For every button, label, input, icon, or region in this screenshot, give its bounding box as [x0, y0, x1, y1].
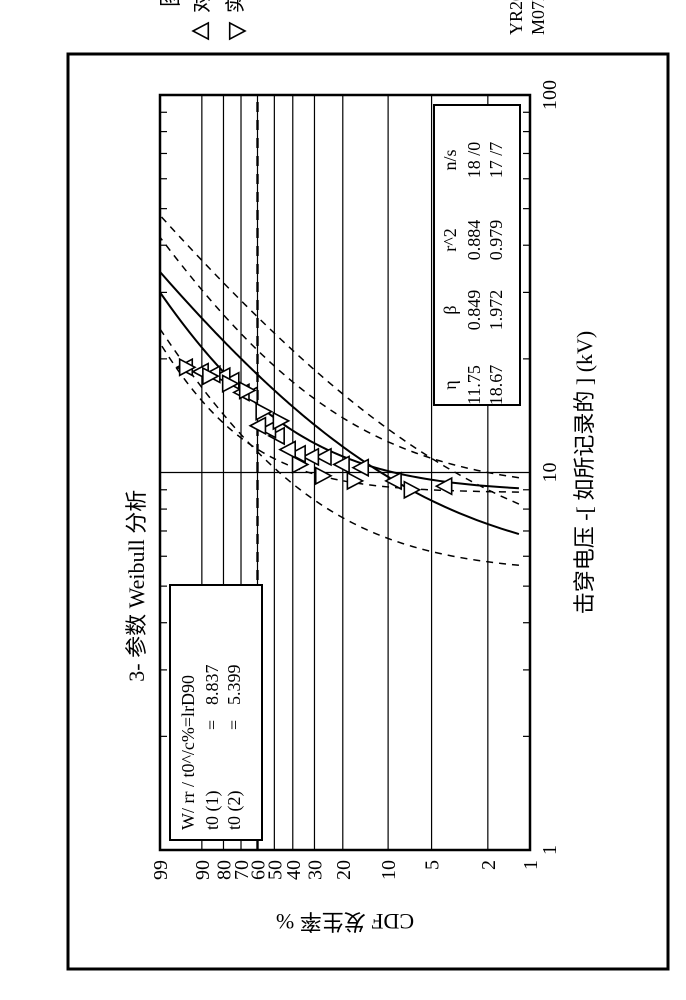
triangle-down-marker [230, 23, 245, 39]
stats-cell: 1.972 [486, 290, 506, 331]
stats-col-header: β [440, 305, 460, 314]
triangle-down-marker [256, 403, 271, 419]
kv-tick-label: 10 [539, 463, 561, 483]
triangle-down-marker [404, 482, 419, 498]
stats-col-header: r^2 [440, 228, 460, 251]
param-box-header: W/ rr / t0^/c%=lrD90 [178, 675, 198, 830]
param-row-eq: = [202, 720, 222, 730]
stats-col-header: n/s [440, 149, 460, 170]
param-row-name: t0 (2) [224, 791, 245, 831]
param-row-name: t0 (1) [202, 791, 223, 831]
kv-tick-label: 1 [539, 845, 561, 855]
triangle-up-marker [280, 441, 295, 457]
legend-item-label: 实施例 1+2 [224, 0, 247, 13]
cdf-axis-label: CDF 发生率 % [276, 909, 414, 934]
cdf-tick-label: 99 [150, 860, 172, 880]
triangle-up-marker [193, 23, 208, 39]
chart-title: 3- 参数 Weibull 分析 [124, 490, 149, 682]
param-row-val: 5.399 [224, 665, 244, 706]
cdf-tick-label: 5 [422, 860, 444, 870]
cdf-tick-label: 30 [304, 860, 326, 880]
stats-cell: 0.979 [486, 220, 506, 261]
date-stamp-line2: M07D20 [528, 0, 548, 35]
stats-cell: 18.67 [486, 365, 506, 406]
stats-cell: 18 /0 [464, 142, 484, 179]
triangle-down-marker [316, 468, 331, 484]
date-stamp-line1: YR2010 [506, 0, 526, 35]
stats-cell: 11.75 [464, 365, 484, 405]
stats-cell: 0.849 [464, 290, 484, 331]
triangle-down-marker [347, 473, 362, 489]
cdf-tick-label: 1 [520, 860, 542, 870]
kv-axis-label: 击穿电压 -[ 如所记录的 ] (kV) [572, 331, 597, 615]
kv-tick-label: 100 [539, 80, 561, 110]
weibull-chart: 99908070605040302010521110100击穿电压 -[ 如所记… [0, 0, 686, 1000]
figure-container: 99908070605040302010521110100击穿电压 -[ 如所记… [0, 0, 686, 1000]
cdf-tick-label: 20 [333, 860, 355, 880]
param-row-val: 8.837 [202, 665, 222, 706]
stats-col-header: η [440, 380, 460, 389]
legend-title: 图例 [158, 0, 183, 7]
cdf-tick-label: 40 [283, 860, 305, 880]
legend-item-label: 对比例 A [190, 0, 213, 13]
cdf-tick-label: 90 [192, 860, 214, 880]
stats-cell: 17 /7 [486, 142, 506, 179]
triangle-up-marker [334, 456, 349, 472]
stats-cell: 0.884 [464, 220, 484, 261]
param-row-eq: = [224, 720, 244, 730]
cdf-tick-label: 2 [478, 860, 500, 870]
cdf-tick-label: 10 [378, 860, 400, 880]
